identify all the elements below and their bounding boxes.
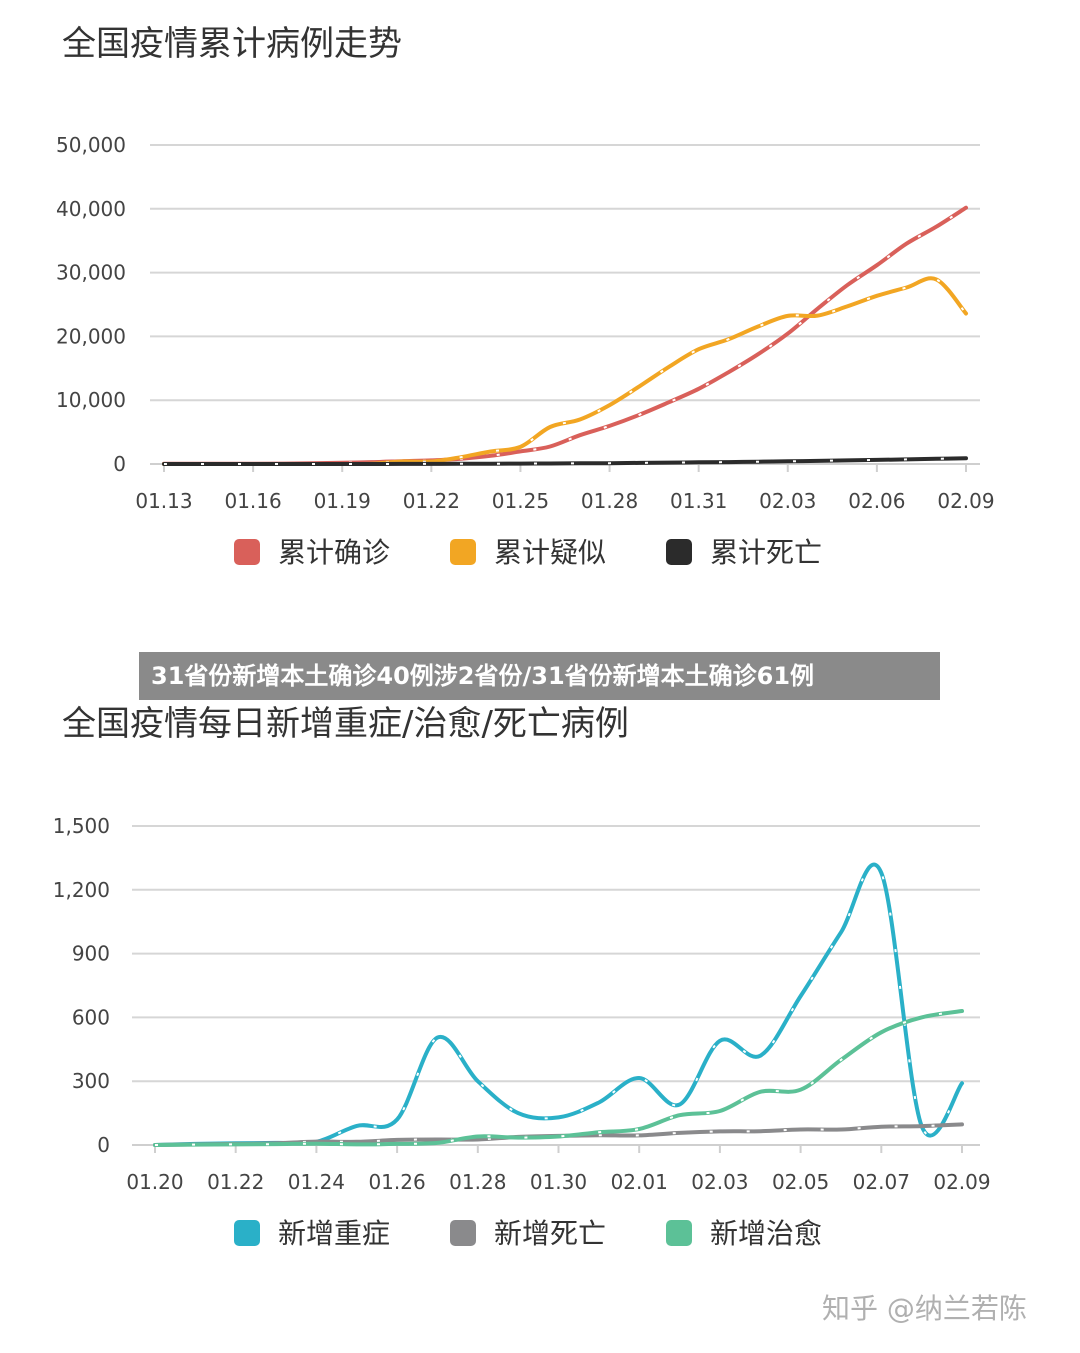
y-tick-label: 30,000 <box>56 261 126 285</box>
chart1-y-ticks: 0 10,000 20,000 30,000 40,000 50,000 <box>56 133 126 476</box>
y-tick-label: 0 <box>113 452 126 476</box>
x-tick-label: 01.25 <box>492 489 549 513</box>
series-dash-overlay-3 <box>154 1010 963 1146</box>
legend-label: 累计确诊 <box>278 536 390 569</box>
chart2-x-ticks: 01.20 01.22 01.24 01.26 01.28 01.30 02.01 02.03… <box>126 1145 991 1194</box>
legend-label: 新增治愈 <box>710 1217 822 1250</box>
x-tick-label: 01.28 <box>449 1170 506 1194</box>
x-tick-label: 01.30 <box>530 1170 587 1194</box>
chart1-x-ticks: 01.13 01.16 01.19 01.22 01.25 01.28 01.31 02.03… <box>135 464 995 513</box>
y-tick-label: 50,000 <box>56 133 126 157</box>
legend-label: 新增死亡 <box>494 1217 606 1250</box>
x-tick-label: 02.09 <box>933 1170 990 1194</box>
watermark: 知乎 @纳兰若陈 <box>822 1292 1027 1325</box>
series-line-1 <box>153 862 964 1147</box>
series-dash-overlay-1 <box>154 863 963 1146</box>
legend-swatch <box>666 1220 692 1246</box>
cumulative-cases-chart: 全国疫情累计病例走势 0 10,000 20,000 30,000 40,000 50,0… <box>56 24 995 569</box>
x-tick-label: 02.06 <box>848 489 905 513</box>
x-tick-label: 02.01 <box>611 1170 668 1194</box>
y-tick-label: 1,500 <box>53 814 110 838</box>
y-tick-label: 20,000 <box>56 324 126 348</box>
series-line-3 <box>153 1009 964 1147</box>
x-tick-label: 01.16 <box>224 489 281 513</box>
x-tick-label: 01.31 <box>670 489 727 513</box>
x-tick-label: 01.19 <box>314 489 371 513</box>
x-tick-label: 01.28 <box>581 489 638 513</box>
chart2-gridlines <box>132 825 980 1146</box>
legend-label: 新增重症 <box>278 1217 390 1250</box>
x-tick-label: 02.05 <box>772 1170 829 1194</box>
y-tick-label: 600 <box>72 1005 110 1029</box>
x-tick-label: 02.07 <box>853 1170 910 1194</box>
legend-swatch <box>234 1220 260 1246</box>
x-tick-label: 02.03 <box>691 1170 748 1194</box>
x-tick-label: 01.13 <box>135 489 192 513</box>
chart2-y-ticks: 0 300 600 900 1,200 1,500 <box>53 814 110 1157</box>
legend-swatch <box>450 539 476 565</box>
legend-label: 累计疑似 <box>494 536 606 569</box>
chart2-legend: 新增重症 新增死亡 新增治愈 <box>234 1217 822 1250</box>
legend-swatch <box>234 539 260 565</box>
chart1-legend: 累计确诊 累计疑似 累计死亡 <box>234 536 822 569</box>
x-tick-label: 01.22 <box>207 1170 264 1194</box>
chart2-series <box>153 862 964 1147</box>
y-tick-label: 40,000 <box>56 197 126 221</box>
x-tick-label: 01.22 <box>403 489 460 513</box>
x-tick-label: 01.26 <box>368 1170 425 1194</box>
series-dash-overlay-2 <box>163 277 967 466</box>
daily-new-cases-chart: 全国疫情每日新增重症/治愈/死亡病例 03006009001,2001,500 … <box>53 704 991 1250</box>
y-tick-label: 1,200 <box>53 878 110 902</box>
x-tick-label: 02.09 <box>937 489 994 513</box>
series-line-2 <box>162 276 968 467</box>
chart2-title: 全国疫情每日新增重症/治愈/死亡病例 <box>62 704 629 744</box>
y-tick-label: 900 <box>72 942 110 966</box>
y-tick-label: 10,000 <box>56 388 126 412</box>
y-tick-label: 300 <box>72 1069 110 1093</box>
x-tick-label: 01.20 <box>126 1170 183 1194</box>
legend-swatch <box>666 539 692 565</box>
legend-swatch <box>450 1220 476 1246</box>
x-tick-label: 01.24 <box>288 1170 345 1194</box>
chart1-series <box>162 205 968 467</box>
series-dash-overlay-3 <box>163 457 967 465</box>
headline-banner: 31省份新增本土确诊40例涉2省份/31省份新增本土确诊61例 <box>139 652 940 700</box>
legend-label: 累计死亡 <box>710 536 822 569</box>
y-tick-label: 0 <box>97 1133 110 1157</box>
x-tick-label: 02.03 <box>759 489 816 513</box>
chart1-title: 全国疫情累计病例走势 <box>62 24 402 64</box>
